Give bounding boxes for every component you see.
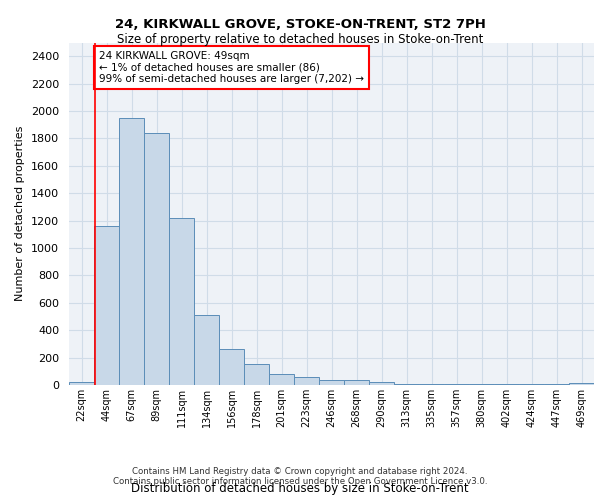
- Bar: [69, 382, 94, 385]
- Text: Size of property relative to detached houses in Stoke-on-Trent: Size of property relative to detached ho…: [117, 32, 483, 46]
- Bar: [194, 315, 219, 385]
- Bar: [219, 348, 244, 385]
- Bar: [419, 384, 444, 385]
- Bar: [244, 364, 269, 385]
- Text: Contains public sector information licensed under the Open Government Licence v3: Contains public sector information licen…: [113, 477, 487, 486]
- Bar: [569, 383, 594, 385]
- Bar: [319, 380, 344, 385]
- Bar: [94, 226, 119, 385]
- Bar: [269, 374, 294, 385]
- Bar: [294, 378, 319, 385]
- Bar: [494, 384, 519, 385]
- Bar: [144, 133, 169, 385]
- Bar: [544, 384, 569, 385]
- Bar: [119, 118, 144, 385]
- Bar: [169, 218, 194, 385]
- Bar: [519, 384, 544, 385]
- Bar: [344, 380, 369, 385]
- Bar: [469, 384, 494, 385]
- Text: Distribution of detached houses by size in Stoke-on-Trent: Distribution of detached houses by size …: [131, 482, 469, 495]
- Bar: [444, 384, 469, 385]
- Text: 24, KIRKWALL GROVE, STOKE-ON-TRENT, ST2 7PH: 24, KIRKWALL GROVE, STOKE-ON-TRENT, ST2 …: [115, 18, 485, 30]
- Bar: [369, 382, 394, 385]
- Bar: [394, 384, 419, 385]
- Text: 24 KIRKWALL GROVE: 49sqm
← 1% of detached houses are smaller (86)
99% of semi-de: 24 KIRKWALL GROVE: 49sqm ← 1% of detache…: [99, 50, 364, 84]
- Y-axis label: Number of detached properties: Number of detached properties: [16, 126, 25, 302]
- Text: Contains HM Land Registry data © Crown copyright and database right 2024.: Contains HM Land Registry data © Crown c…: [132, 467, 468, 476]
